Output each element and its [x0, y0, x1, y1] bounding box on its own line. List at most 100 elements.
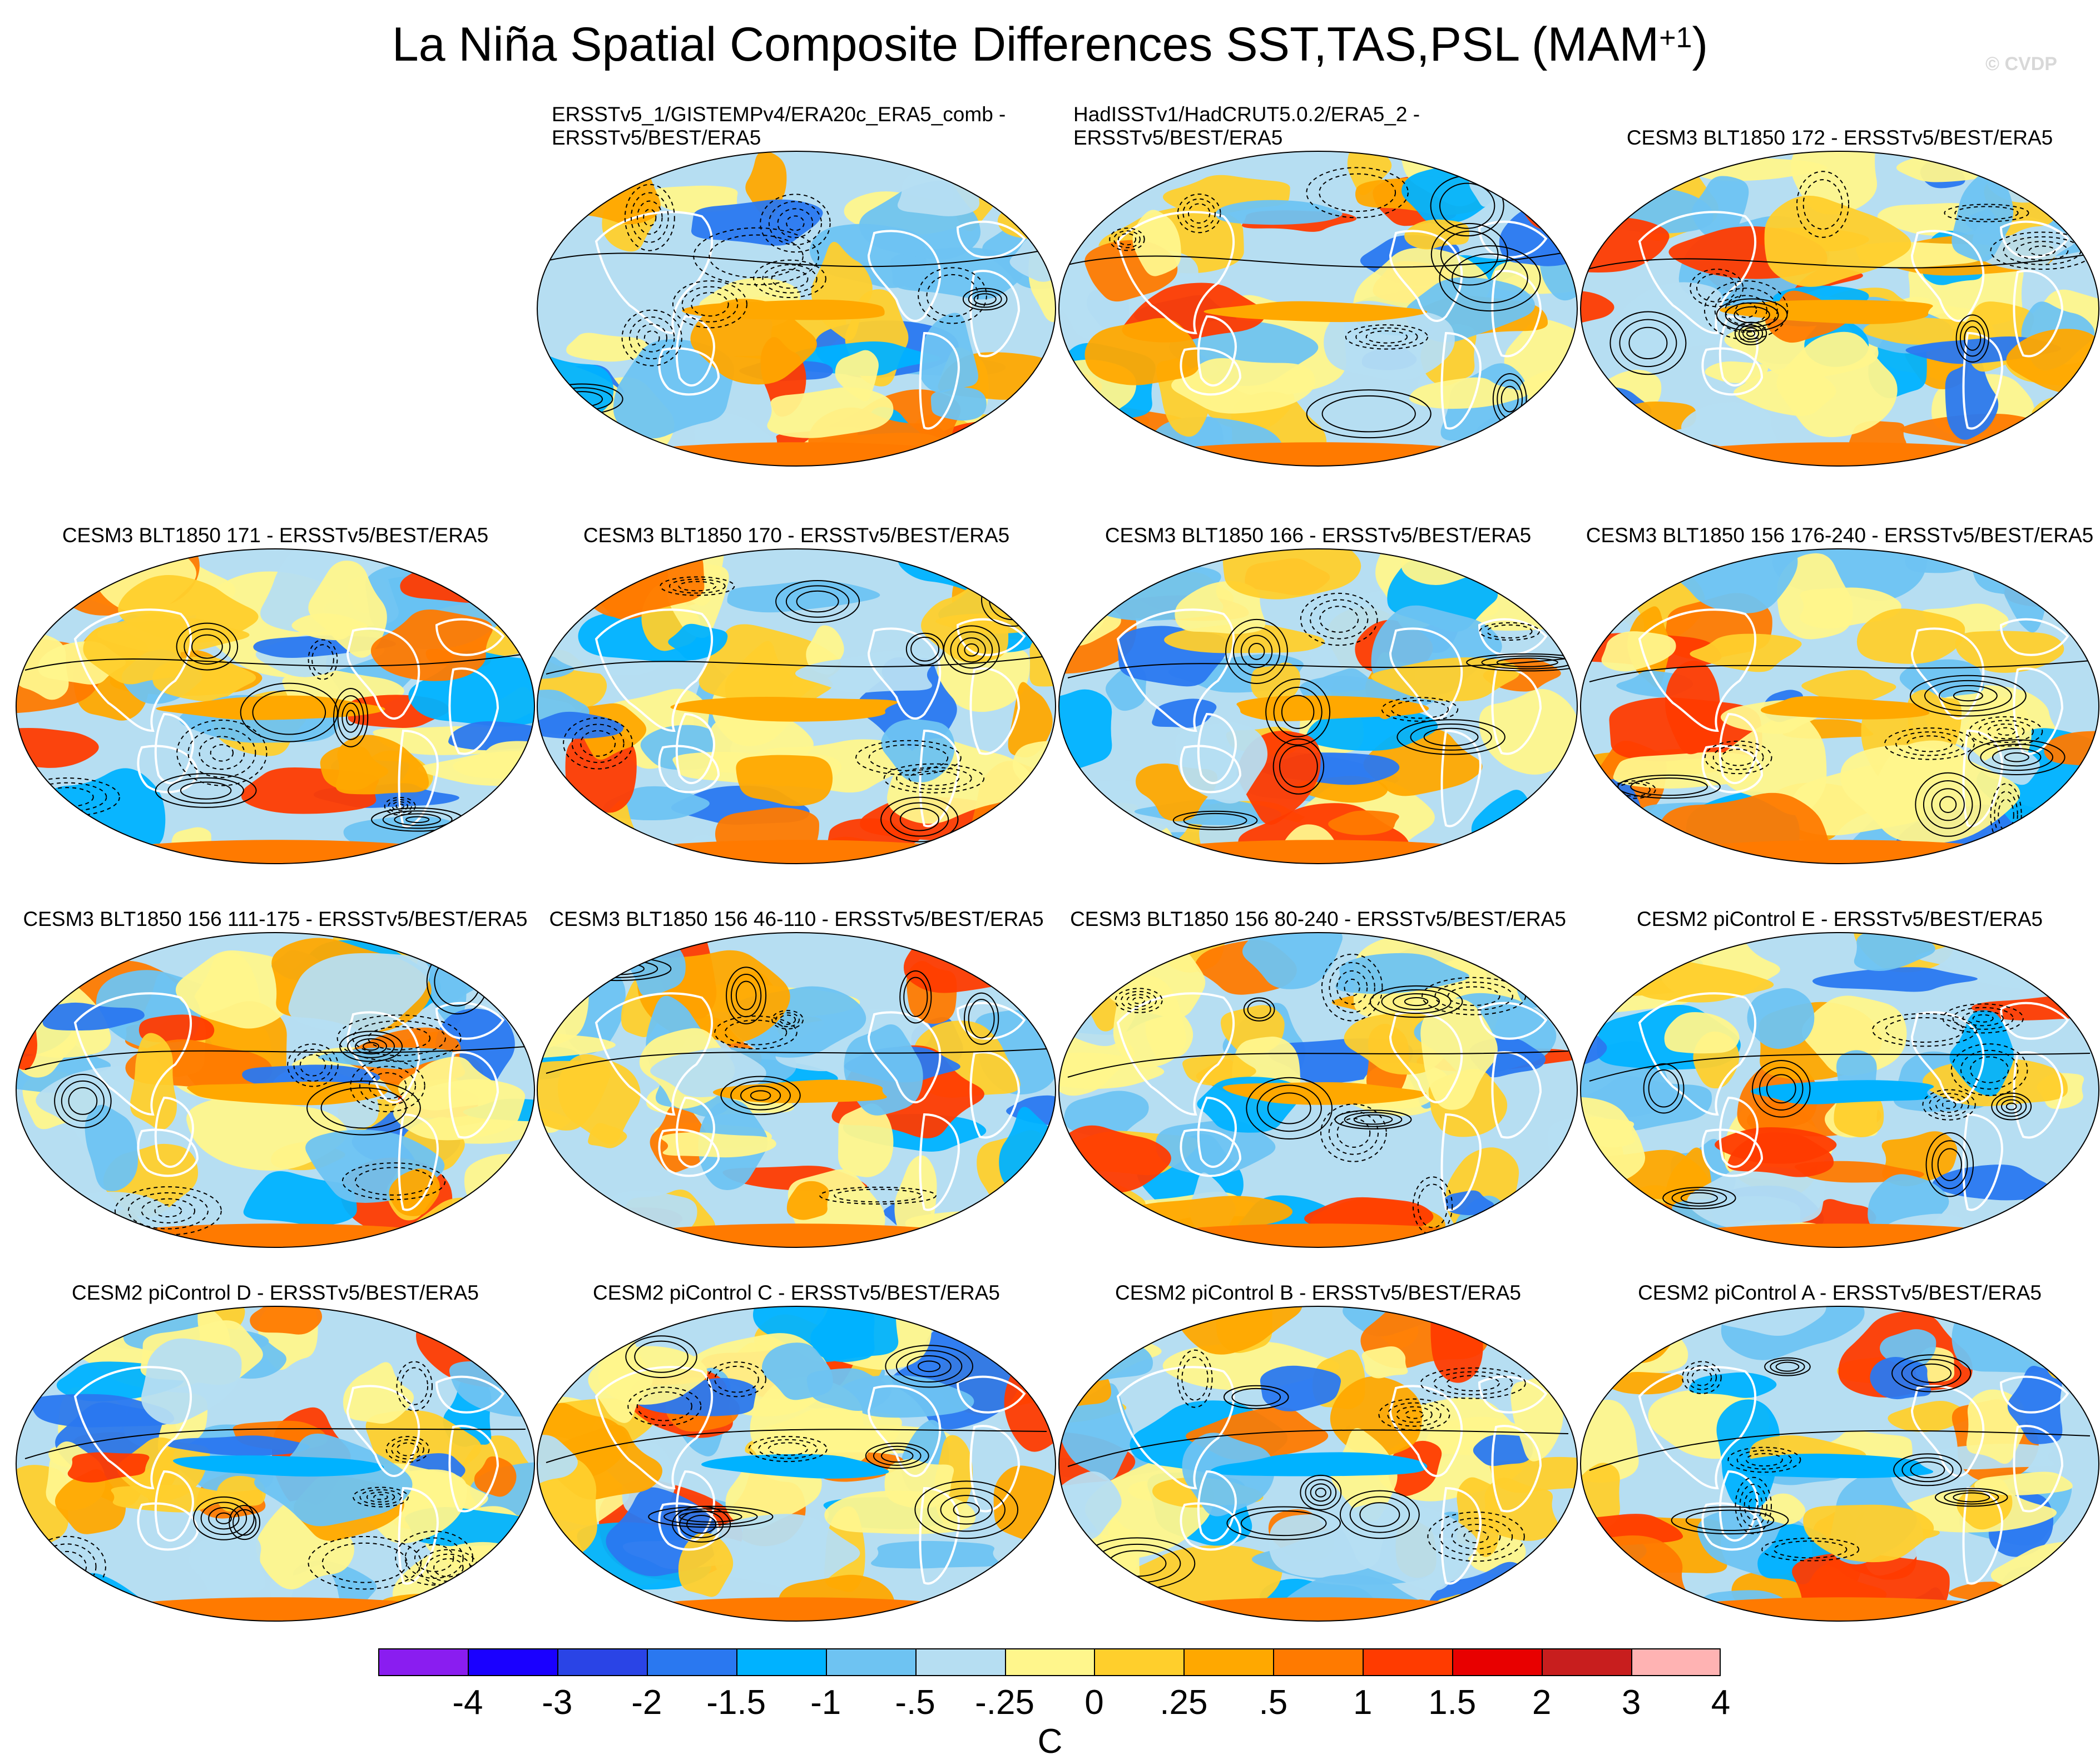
- psl-contour-negative: [373, 1494, 388, 1500]
- coastline: [1491, 1051, 1542, 1139]
- coastline: [73, 608, 192, 732]
- psl-contour-positive: [1067, 1051, 1569, 1078]
- anomaly-patch: [141, 1338, 242, 1425]
- coastline: [595, 1366, 714, 1490]
- psl-contour-negative: [1177, 1349, 1213, 1408]
- psl-contour-negative: [984, 958, 1014, 973]
- coastline: [1197, 712, 1237, 785]
- psl-contour-positive: [903, 977, 928, 1017]
- anomaly-patch: [1952, 171, 2014, 262]
- psl-contour-negative: [2028, 245, 2056, 256]
- coastline: [1180, 1128, 1242, 1177]
- psl-contour-positive: [54, 1073, 112, 1128]
- psl-contour-positive: [546, 1048, 1047, 1074]
- map-panel: CESM3 BLT1850 171 - ERSSTv5/BEST/ERA5: [14, 501, 537, 868]
- anomaly-patch: [1012, 741, 1056, 804]
- colorbar-swatch: [1094, 1648, 1184, 1676]
- psl-contour-negative: [321, 1542, 408, 1583]
- anomaly-patch: [1581, 1335, 1622, 1376]
- map-border: [16, 932, 535, 1248]
- anomaly-patch: [1974, 1471, 2073, 1495]
- anomaly-patch: [1141, 933, 1207, 954]
- map-panel: CESM3 BLT1850 156 111-175 - ERSSTv5/BEST…: [14, 884, 537, 1251]
- psl-contour-positive: [1643, 1063, 1685, 1114]
- panel-title: CESM3 BLT1850 156 80-240 - ERSSTv5/BEST/…: [1070, 908, 1566, 930]
- colorbar-swatch: [1183, 1648, 1274, 1676]
- anomaly-patch: [175, 950, 299, 1029]
- map-panel: CESM3 BLT1850 156 176-240 - ERSSTv5/BEST…: [1578, 501, 2100, 868]
- anomaly-patch: [1581, 1463, 1620, 1528]
- anomaly-patch: [1952, 1306, 2076, 1373]
- psl-contour-negative: [775, 1012, 800, 1027]
- psl-contour-negative: [771, 1010, 804, 1030]
- colorbar-label: -4: [452, 1683, 483, 1722]
- psl-contour-negative: [1922, 1089, 1976, 1121]
- map-border: [1058, 548, 1578, 864]
- anomaly-patch: [786, 1181, 829, 1220]
- psl-contour-positive: [730, 1081, 791, 1111]
- psl-contour-positive: [1925, 1132, 1974, 1197]
- coastline: [1180, 1502, 1242, 1551]
- colorbar-swatch: [467, 1648, 557, 1676]
- anomaly-patch: [668, 623, 728, 660]
- anomaly-patch: [448, 721, 534, 751]
- psl-contour-positive: [1955, 314, 1989, 363]
- psl-contour-positive: [1272, 738, 1325, 795]
- anomaly-patch: [736, 755, 833, 806]
- robinson-map: [1058, 932, 1578, 1248]
- anomaly-patch: [1482, 1478, 1558, 1541]
- coastline: [658, 1128, 720, 1177]
- psl-contour-positive: [1439, 182, 1495, 229]
- anomaly-patch: [382, 1593, 519, 1616]
- coastline: [435, 618, 505, 656]
- coastline: [137, 1128, 199, 1177]
- psl-contour-negative: [396, 1361, 433, 1411]
- coastline: [1389, 1385, 1463, 1478]
- psl-contour-positive: [191, 634, 223, 659]
- psl-contour-negative: [385, 1436, 430, 1463]
- psl-contour-negative: [1686, 1365, 1717, 1390]
- map-panel: CESM2 piControl C - ERSSTv5/BEST/ERA5: [535, 1258, 1058, 1625]
- psl-contour-negative: [1884, 727, 1975, 760]
- psl-contour-positive: [1339, 1490, 1420, 1539]
- robinson-map: [537, 548, 1056, 864]
- psl-contour-positive: [1226, 1506, 1341, 1540]
- anomaly-patch: [565, 732, 637, 813]
- psl-contour-positive: [1764, 1357, 1811, 1376]
- psl-contour-negative: [1727, 1446, 1801, 1473]
- watermark: © CVDP: [1985, 53, 2057, 75]
- psl-contour-positive: [306, 1081, 421, 1136]
- coastline: [867, 1011, 942, 1104]
- psl-contour-positive: [907, 1355, 952, 1377]
- robinson-map: [16, 1306, 535, 1622]
- anomaly-patch: [537, 549, 634, 584]
- psl-contour-negative: [977, 955, 1021, 977]
- psl-contour-negative: [753, 259, 826, 299]
- psl-contour-positive: [890, 802, 949, 837]
- coastline: [1478, 1375, 1548, 1414]
- coastline: [1999, 618, 2069, 656]
- psl-contour-negative: [1446, 1375, 1500, 1391]
- psl-contour-positive: [1452, 253, 1528, 304]
- psl-contour-positive: [881, 1449, 914, 1463]
- coastline: [1638, 992, 1757, 1116]
- psl-contour-positive: [1256, 1084, 1322, 1132]
- psl-contour-negative: [1451, 1524, 1501, 1550]
- psl-contour-positive: [775, 580, 860, 623]
- map-panel: CESM2 piControl B - ERSSTv5/BEST/ERA5: [1057, 1258, 1579, 1625]
- coastline: [1197, 1470, 1237, 1542]
- map-panel: HadISSTv1/HadCRUT5.0.2/ERA5_2 - ERSSTv5/…: [1057, 103, 1579, 470]
- psl-contour-negative: [353, 1486, 409, 1508]
- coastline: [919, 1113, 960, 1211]
- coastline: [1638, 608, 1757, 732]
- psl-contour-positive: [382, 810, 453, 829]
- psl-contour-positive: [546, 656, 1047, 675]
- anomaly-patch: [1863, 317, 1975, 345]
- anomaly-patch: [453, 741, 534, 779]
- psl-contour-negative: [1735, 1476, 1772, 1534]
- psl-contour-positive: [1183, 812, 1247, 828]
- psl-contour-negative: [1319, 173, 1396, 212]
- panel-title: ERSSTv5_1/GISTEMPv4/ERA20c_ERA5_comb - E…: [552, 103, 1006, 149]
- robinson-map: [537, 151, 1056, 467]
- anomaly-patch: [984, 424, 1056, 466]
